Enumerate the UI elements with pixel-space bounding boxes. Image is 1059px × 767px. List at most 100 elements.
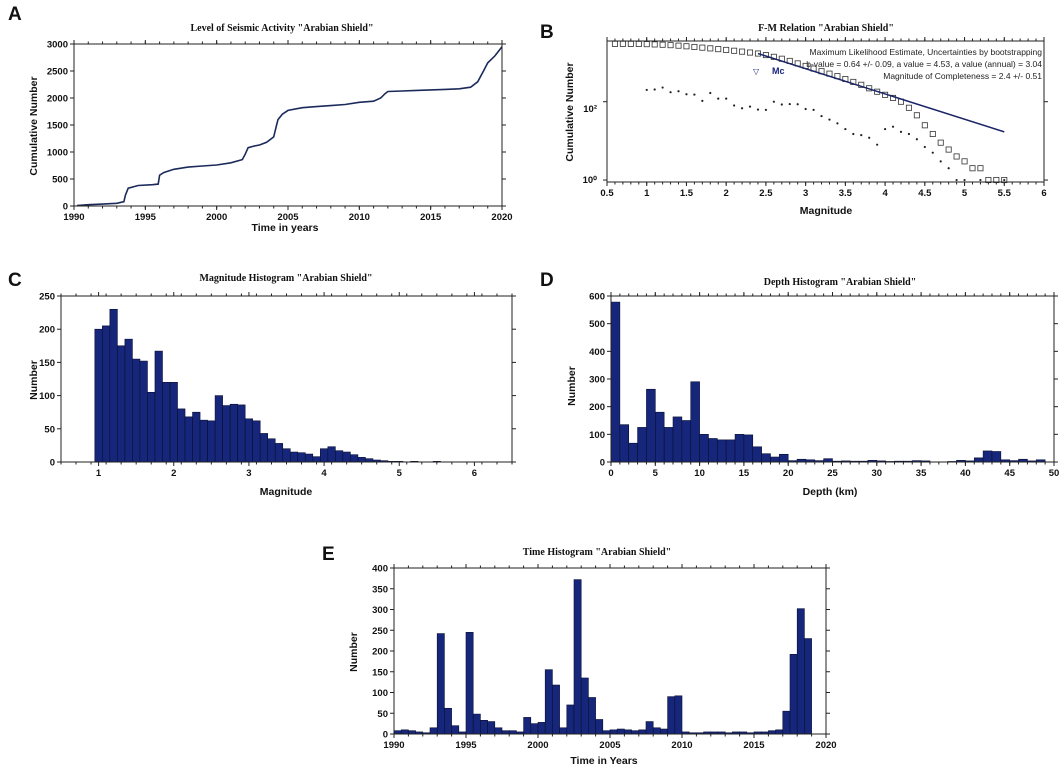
panel-a-ytick-label: 0 (63, 202, 68, 213)
panel-a-xtick-label: 2005 (277, 212, 299, 223)
panel-c-bar (282, 448, 291, 463)
panel-b-cumulative-point (651, 41, 658, 48)
panel-b-cumulative-point (683, 43, 690, 50)
panel-c-magnitude-histogram: Magnitude Histogram "Arabian Shield" Mag… (28, 273, 516, 498)
panel-label-d: D (540, 270, 554, 291)
panel-a-xtick-label: 1990 (63, 212, 84, 223)
panel-b-xtick-label: 5 (962, 188, 968, 199)
panel-d-depth-histogram: Depth Histogram "Arabian Shield" Depth (… (566, 277, 1059, 498)
panel-c-xtick-label: 4 (321, 468, 327, 479)
panel-e-bar (652, 727, 661, 735)
panel-c-bar (297, 452, 306, 463)
panel-b-noncumulative-point (725, 97, 728, 100)
panel-c-bar (147, 391, 156, 463)
panel-b-xtick-label: 3.5 (839, 188, 853, 199)
panel-e-ytick-label: 250 (372, 626, 388, 637)
panel-b-noncumulative-point (693, 93, 696, 96)
panel-d-xtick-label: 30 (872, 468, 883, 479)
panel-d-frame (610, 295, 1055, 463)
panel-a-xtick-label: 2020 (491, 212, 512, 223)
panel-e-bar (616, 728, 625, 735)
panel-d-bar (752, 446, 762, 463)
panel-e-bar (552, 684, 560, 735)
panel-e-bar (537, 722, 546, 735)
panel-c-bar (342, 451, 351, 463)
panel-c-bar (124, 338, 133, 463)
panel-b-cumulative-point (1001, 177, 1008, 184)
panel-c-marks (94, 308, 441, 463)
panel-c-frame (60, 295, 513, 463)
panel-e-bar (796, 608, 805, 735)
panel-c-bar (237, 404, 246, 463)
panel-e-ytick-label: 300 (372, 605, 388, 616)
panel-b-noncumulative-point (820, 114, 823, 118)
panel-e-bar (667, 696, 676, 735)
panel-b-noncumulative-point (868, 136, 871, 139)
panel-c-xtick-label: 1 (96, 468, 102, 479)
panel-b-noncumulative-point (947, 167, 950, 170)
panel-b-noncumulative-point (844, 127, 847, 131)
panel-e-bar (480, 720, 488, 735)
panel-e-bar (609, 729, 618, 735)
panel-e-bar (429, 727, 438, 735)
panel-e-bar (465, 632, 474, 735)
panel-b-cumulative-point (747, 49, 754, 56)
panel-e-marks (393, 579, 812, 735)
panel-c-ytick-label: 250 (39, 292, 55, 303)
panel-c-bar (169, 382, 178, 463)
panel-d-ytick-label: 500 (589, 319, 605, 330)
panel-e-bar (782, 710, 791, 735)
panel-e-title: Time Histogram "Arabian Shield" (523, 547, 671, 558)
panel-b-cumulative-point (929, 130, 936, 137)
panel-c-bar (350, 454, 359, 463)
panel-c-ytick-label: 100 (39, 391, 55, 402)
panel-b-ylabel: Cumulative Number (564, 62, 576, 161)
panel-b-noncumulative-point (852, 132, 855, 136)
panel-e-xtick-label: 1995 (455, 740, 477, 751)
panel-e-xtick-label: 2020 (815, 740, 836, 751)
panel-b-cumulative-point (953, 153, 960, 160)
panel-b-noncumulative-point (677, 90, 680, 93)
panel-b-noncumulative-point (717, 97, 720, 100)
panel-b-noncumulative-point (661, 86, 664, 89)
panel-e-time-histogram: Time Histogram "Arabian Shield" Time in … (348, 547, 837, 767)
panel-c-bar (199, 419, 208, 463)
panel-c-bar (267, 438, 276, 463)
panel-e-ylabel: Number (348, 632, 360, 672)
panel-d-title: Depth Histogram "Arabian Shield" (764, 277, 917, 288)
panel-a-ticks: 1990 1995 2000 2005 2010 2015 2020 0 500 1000 1500… (47, 40, 513, 224)
panel-e-ytick-label: 50 (377, 709, 388, 720)
panel-d-ytick-label: 100 (589, 430, 605, 441)
panel-e-bar (451, 725, 460, 735)
panel-c-bar (252, 420, 261, 463)
panel-e-bar (645, 721, 654, 735)
panel-c-bar (229, 403, 238, 463)
panel-e-bar (789, 654, 798, 735)
panel-c-bar (94, 328, 103, 463)
panel-c-bar (109, 308, 118, 463)
panel-e-bar (638, 729, 647, 735)
panel-b-xlabel: Magnitude (800, 205, 853, 217)
panel-b-noncumulative-point (669, 91, 672, 94)
panel-c-bar (244, 418, 253, 463)
panel-e-bar (660, 728, 668, 735)
panel-e-ytick-label: 150 (372, 667, 388, 678)
panel-e-bar (544, 669, 553, 735)
panel-b-cumulative-point (707, 45, 714, 52)
panel-c-bar (357, 457, 366, 463)
panel-d-bar (690, 381, 700, 463)
panel-a-cumulative-line (76, 46, 503, 207)
panel-b-noncumulative-point (876, 143, 879, 146)
panel-c-bar (184, 416, 193, 463)
panel-b-noncumulative-point (701, 99, 704, 102)
panel-b-noncumulative-point (915, 138, 918, 141)
panel-a-frame (73, 43, 503, 207)
panel-c-xlabel: Magnitude (260, 486, 313, 498)
panel-b-annotation-line-3: Magnitude of Completeness = 2.4 +/- 0.51 (883, 71, 1042, 81)
panel-c-xtick-label: 5 (397, 468, 403, 479)
panel-d-xlabel: Depth (km) (803, 486, 858, 498)
panel-d-bar (717, 439, 727, 463)
panel-b-fm-relation-chart: F-M Relation "Arabian Shield" Magnitude … (564, 23, 1048, 217)
panel-c-bar (162, 382, 171, 463)
